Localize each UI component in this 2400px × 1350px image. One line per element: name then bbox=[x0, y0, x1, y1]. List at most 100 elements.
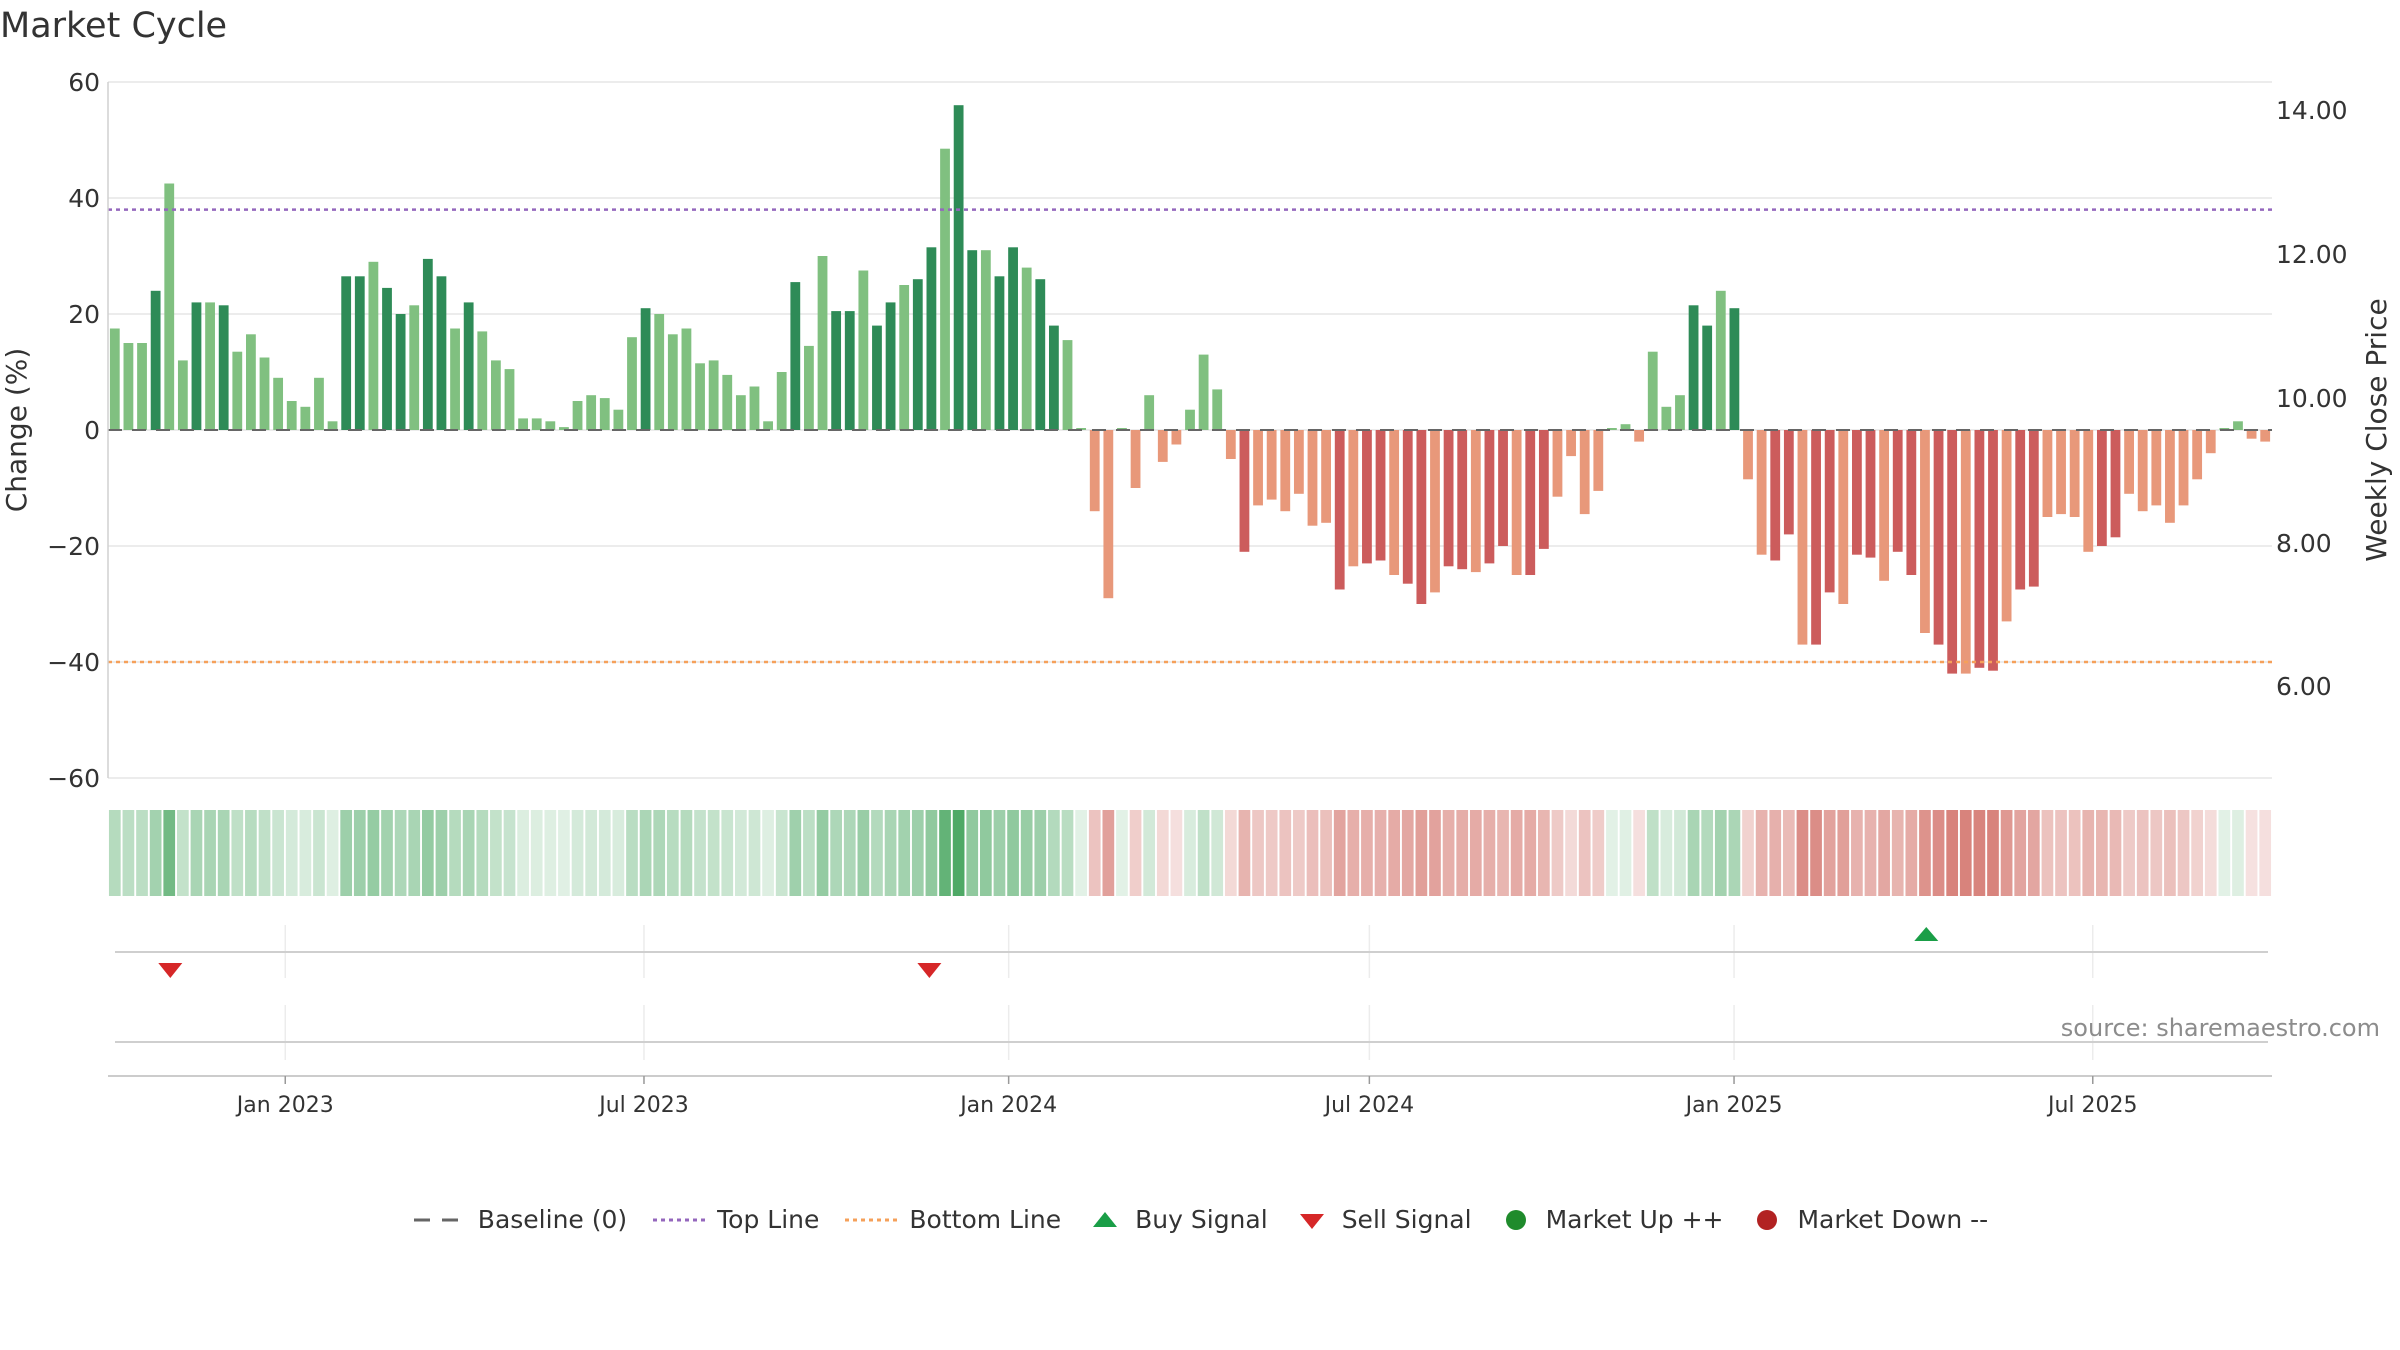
strip-cell bbox=[1646, 810, 1659, 896]
bar bbox=[463, 302, 474, 430]
strip-cell bbox=[530, 810, 543, 896]
bar bbox=[1157, 430, 1168, 462]
x-tick-label: Jul 2024 bbox=[1323, 1093, 1415, 1118]
bar bbox=[1593, 430, 1604, 491]
bar bbox=[1443, 430, 1454, 567]
strip-cell bbox=[680, 810, 693, 896]
bar bbox=[1035, 279, 1046, 430]
strip-cell bbox=[1919, 810, 1931, 896]
strip-cell bbox=[2055, 810, 2067, 896]
strip-cell bbox=[122, 810, 135, 896]
bar bbox=[2124, 430, 2134, 494]
legend-item-top-line[interactable]: Top Line bbox=[651, 1205, 819, 1234]
strip-cell bbox=[1538, 810, 1550, 896]
strip-cell bbox=[2082, 810, 2095, 896]
strip-cell bbox=[993, 810, 1006, 896]
strip-cell bbox=[190, 810, 203, 896]
legend-item-buy-signal[interactable]: Buy Signal bbox=[1085, 1205, 1268, 1234]
bar bbox=[599, 398, 610, 430]
strip-cell bbox=[1293, 810, 1305, 896]
bar bbox=[1620, 424, 1631, 430]
strip-cell bbox=[762, 810, 774, 896]
triangle-up-icon bbox=[1093, 1211, 1118, 1227]
legend-item-market-up[interactable]: Market Up ++ bbox=[1496, 1205, 1723, 1234]
legend-item-sell-signal[interactable]: Sell Signal bbox=[1292, 1205, 1472, 1234]
x-tick-label: Jul 2025 bbox=[2046, 1093, 2138, 1118]
bar bbox=[1838, 430, 1849, 604]
strip-cell bbox=[1088, 810, 1101, 896]
strip-cell bbox=[1224, 810, 1237, 896]
bar bbox=[1293, 430, 1304, 494]
bar bbox=[2110, 430, 2121, 538]
bar bbox=[1675, 395, 1685, 430]
strip-cell bbox=[1197, 810, 1210, 896]
bar bbox=[1103, 430, 1114, 599]
legend-item-market-down[interactable]: Market Down -- bbox=[1747, 1205, 1988, 1234]
strip-cell bbox=[1361, 810, 1373, 896]
strip-cell bbox=[1619, 810, 1632, 896]
strip-cell bbox=[544, 810, 557, 896]
bar bbox=[246, 334, 256, 430]
bar bbox=[1389, 430, 1400, 575]
bar bbox=[2260, 430, 2271, 442]
bar bbox=[1702, 325, 1713, 430]
y-tick-label: 20 bbox=[68, 300, 100, 329]
strip-cell bbox=[1823, 810, 1836, 896]
y-tick-label: −40 bbox=[47, 648, 100, 677]
strip-cell bbox=[1660, 810, 1673, 896]
bar bbox=[858, 270, 869, 430]
strip-cell bbox=[476, 810, 489, 896]
bar bbox=[1334, 430, 1345, 590]
bar bbox=[1375, 430, 1386, 561]
strip-cell bbox=[816, 810, 829, 896]
strip-cell bbox=[979, 810, 992, 896]
strip-cell bbox=[748, 810, 761, 896]
legend-item-bottom-line[interactable]: Bottom Line bbox=[843, 1205, 1061, 1234]
bar bbox=[2233, 421, 2243, 430]
strip-cell bbox=[435, 810, 448, 896]
bar bbox=[1062, 340, 1073, 430]
sell-signal-marker bbox=[917, 963, 942, 978]
strip-cell bbox=[843, 810, 856, 896]
bar bbox=[831, 311, 842, 430]
bar bbox=[504, 369, 515, 430]
bar bbox=[722, 374, 733, 430]
bar bbox=[2028, 430, 2039, 587]
bar bbox=[422, 258, 433, 430]
bar bbox=[1239, 430, 1250, 552]
bar bbox=[1348, 430, 1359, 567]
bar bbox=[804, 345, 814, 430]
bar bbox=[177, 360, 188, 430]
strip-cell bbox=[789, 810, 802, 896]
bar bbox=[994, 276, 1005, 430]
strip-cell bbox=[2150, 810, 2163, 896]
bar bbox=[273, 377, 284, 430]
bar bbox=[627, 337, 637, 430]
bar bbox=[2178, 430, 2189, 506]
bar bbox=[1185, 409, 1195, 430]
bar bbox=[1253, 430, 1263, 506]
strip-cell bbox=[1606, 810, 1618, 896]
strip-cell bbox=[721, 810, 734, 896]
bar bbox=[749, 386, 760, 430]
x-tick-label: Jan 2025 bbox=[1684, 1093, 1783, 1118]
y2-tick-label: 14.00 bbox=[2276, 96, 2348, 125]
intensity-strip bbox=[108, 810, 2272, 896]
strip-cell bbox=[653, 810, 666, 896]
strip-cell bbox=[1742, 810, 1754, 896]
bar bbox=[490, 360, 501, 430]
bar bbox=[1566, 430, 1576, 457]
strip-cell bbox=[2123, 810, 2135, 896]
strip-cell bbox=[136, 810, 148, 896]
bar bbox=[1770, 430, 1781, 561]
strip-cell bbox=[1510, 810, 1523, 896]
strip-cell bbox=[626, 810, 638, 896]
strip-cell bbox=[231, 810, 244, 896]
legend-item-baseline[interactable]: Baseline (0) bbox=[412, 1205, 627, 1234]
strip-cell bbox=[204, 810, 216, 896]
strip-cell bbox=[775, 810, 788, 896]
bar bbox=[953, 105, 964, 430]
strip-cell bbox=[1946, 810, 1959, 896]
bar bbox=[2096, 430, 2107, 546]
y-tick-label: 40 bbox=[68, 184, 100, 213]
